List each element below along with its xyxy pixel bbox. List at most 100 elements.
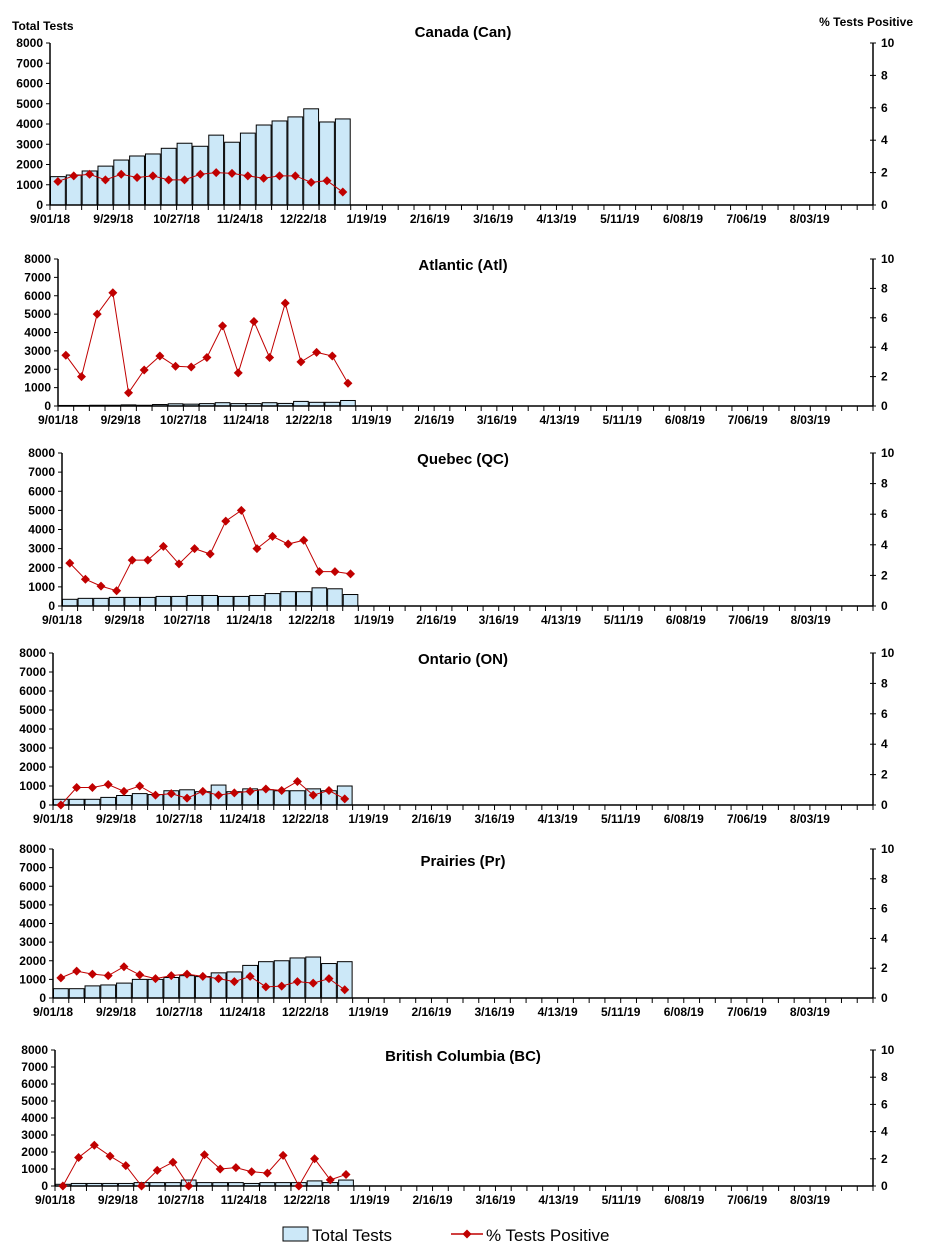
x-tick-label: 9/01/18 xyxy=(30,212,70,226)
pct-positive-marker xyxy=(312,347,322,357)
x-tick-label: 1/19/19 xyxy=(347,212,387,226)
total-tests-bar xyxy=(342,594,359,607)
total-tests-bar xyxy=(303,108,320,206)
legend-swatch-pct-marker xyxy=(462,1229,472,1239)
pct-positive-marker xyxy=(53,177,63,187)
x-tick-label: 7/06/19 xyxy=(728,413,768,427)
right-y-tick-label: 8 xyxy=(881,676,888,690)
x-tick-label: 1/19/19 xyxy=(351,413,391,427)
x-tick-label: 7/06/19 xyxy=(726,212,766,226)
total-tests-bar xyxy=(77,597,94,607)
pct-positive-marker xyxy=(346,569,356,579)
pct-positive-marker xyxy=(231,1163,241,1173)
pct-positive-marker xyxy=(310,1154,320,1164)
x-tick-label: 8/03/19 xyxy=(790,812,830,826)
pct-positive-marker xyxy=(105,1151,115,1161)
pct-positive-marker xyxy=(135,970,145,980)
total-tests-bar xyxy=(68,988,85,999)
pct-positive-marker xyxy=(306,177,316,187)
total-tests-bar xyxy=(62,598,78,607)
pct-positive-marker xyxy=(338,187,348,197)
x-tick-label: 6/08/19 xyxy=(664,812,704,826)
left-y-tick-label: 0 xyxy=(41,1179,48,1193)
right-y-tick-label: 6 xyxy=(881,707,888,721)
x-tick-label: 4/13/19 xyxy=(538,812,578,826)
x-tick-label: 11/24/18 xyxy=(217,212,263,226)
total-tests-bar xyxy=(202,594,218,607)
pct-positive-marker xyxy=(119,962,129,972)
pct-positive-marker xyxy=(152,1165,162,1175)
left-y-tick-label: 8000 xyxy=(24,252,51,266)
x-tick-label: 8/03/19 xyxy=(790,1005,830,1019)
left-y-tick-label: 4000 xyxy=(19,722,46,736)
right-y-tick-label: 0 xyxy=(881,599,888,613)
right-axis-title: % Tests Positive xyxy=(819,15,913,29)
total-tests-bar xyxy=(97,165,114,206)
pct-positive-marker xyxy=(214,974,224,984)
x-tick-label: 9/29/18 xyxy=(98,1193,138,1207)
x-tick-label: 12/22/18 xyxy=(280,212,327,226)
x-tick-label: 11/24/18 xyxy=(223,413,269,427)
pct-positive-marker xyxy=(341,1169,351,1179)
x-tick-label: 12/22/18 xyxy=(285,413,332,427)
left-y-tick-label: 6000 xyxy=(19,684,46,698)
pct-positive-marker xyxy=(56,800,66,810)
total-tests-bar xyxy=(116,982,132,999)
left-y-tick-label: 3000 xyxy=(28,542,55,556)
panel-3: Ontario (ON) 0 1000 2000 3000 4000 5000 6000 700… xyxy=(19,646,894,826)
pct-positive-marker xyxy=(229,977,239,987)
left-y-tick-label: 1000 xyxy=(16,178,43,192)
pct-positive-marker xyxy=(87,783,97,793)
right-y-tick-label: 10 xyxy=(881,446,895,460)
pct-positive-marker xyxy=(265,352,275,362)
pct-positive-marker xyxy=(137,1181,147,1191)
right-y-tick-label: 6 xyxy=(881,1097,888,1111)
right-y-tick-label: 10 xyxy=(881,1043,895,1057)
right-y-tick-label: 2 xyxy=(881,768,888,782)
pct-positive-marker xyxy=(143,555,153,565)
pct-positive-marker xyxy=(274,171,284,181)
pct-positive-marker xyxy=(259,173,269,183)
panel-1: Atlantic (Atl) 0 1000 2000 3000 4000 5000 6000 7… xyxy=(24,252,894,427)
x-tick-label: 1/19/19 xyxy=(354,613,394,627)
left-y-tick-label: 6000 xyxy=(19,879,46,893)
legend-swatch-total-tests xyxy=(282,1226,309,1242)
left-y-tick-label: 5000 xyxy=(16,97,43,111)
pct-positive-marker xyxy=(103,779,113,789)
total-tests-bar xyxy=(319,121,335,206)
pct-positive-marker xyxy=(221,516,231,526)
x-tick-label: 6/08/19 xyxy=(664,1193,704,1207)
pct-positive-line xyxy=(65,291,349,395)
x-tick-label: 2/16/19 xyxy=(414,413,454,427)
left-y-tick-label: 5000 xyxy=(19,898,46,912)
x-tick-label: 4/13/19 xyxy=(538,1005,578,1019)
x-tick-label: 3/16/19 xyxy=(477,413,517,427)
panel-title: Canada (Can) xyxy=(415,24,512,41)
pct-positive-marker xyxy=(229,788,239,798)
total-tests-bar xyxy=(295,591,312,607)
x-tick-label: 8/03/19 xyxy=(790,413,830,427)
pct-positive-marker xyxy=(58,1181,68,1191)
pct-positive-marker xyxy=(261,982,271,992)
pct-positive-marker xyxy=(247,1167,257,1177)
total-tests-bar xyxy=(108,596,125,607)
pct-positive-marker xyxy=(199,1150,209,1160)
left-y-tick-label: 8000 xyxy=(19,646,46,660)
pct-positive-marker xyxy=(299,535,309,545)
total-tests-bar xyxy=(113,159,130,206)
left-y-tick-label: 0 xyxy=(48,599,55,613)
x-tick-label: 9/29/18 xyxy=(96,812,136,826)
left-y-tick-label: 2000 xyxy=(21,1145,48,1159)
left-y-tick-label: 7000 xyxy=(28,465,55,479)
pct-positive-marker xyxy=(236,505,246,515)
total-tests-bar xyxy=(327,588,343,607)
x-tick-label: 10/27/18 xyxy=(153,212,200,226)
x-tick-label: 6/08/19 xyxy=(666,613,706,627)
right-y-tick-label: 0 xyxy=(881,1179,888,1193)
left-y-tick-label: 3000 xyxy=(19,935,46,949)
pct-positive-marker xyxy=(72,783,82,793)
pct-positive-marker xyxy=(294,1181,304,1191)
total-tests-bar xyxy=(217,595,234,607)
total-tests-bar xyxy=(264,593,281,607)
